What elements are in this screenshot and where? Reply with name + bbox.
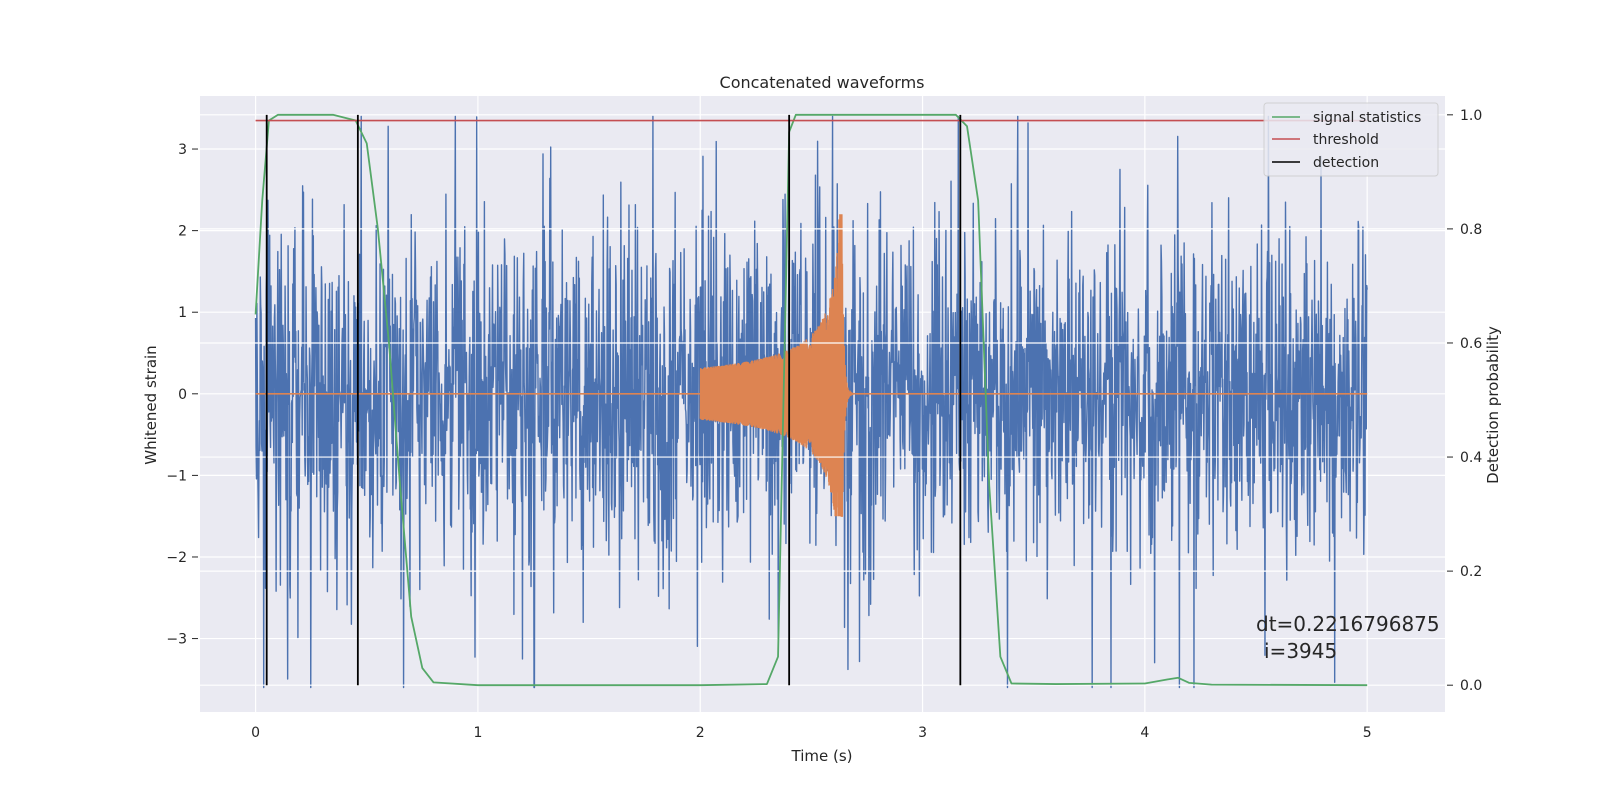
legend: signal statistics threshold detection [1263, 102, 1439, 177]
x-tick-label: 2 [696, 725, 705, 741]
chart-title: Concatenated waveforms [720, 73, 925, 92]
x-tick-label: 4 [1140, 725, 1149, 741]
y-tick-label: −1 [166, 468, 187, 484]
y-axis-label: Whitened strain [142, 345, 160, 464]
y-tick-label: 2 [178, 224, 187, 240]
legend-label-threshold: threshold [1313, 132, 1379, 148]
waveform-chirp [699, 214, 857, 517]
x-tick-label: 3 [918, 725, 927, 741]
y2-tick-label: 0.0 [1460, 678, 1482, 694]
y2-tick-label: 0.4 [1460, 450, 1482, 466]
x-tick-label: 1 [473, 725, 482, 741]
x-ticks: 0 1 2 3 4 5 [251, 725, 1372, 741]
signal-statistics-series [254, 113, 1368, 687]
y2-axis-label: Detection probability [1484, 326, 1502, 484]
legend-label-signal-statistics: signal statistics [1313, 110, 1421, 126]
y-tick-label: 3 [178, 142, 187, 158]
y2-tick-label: 1.0 [1460, 108, 1482, 124]
annotation-dt: dt=0.2216796875 [1256, 612, 1440, 636]
y2-tick-label: 0.8 [1460, 222, 1482, 238]
grid-lines [200, 96, 1445, 712]
annotation-index: i=3945 [1264, 639, 1337, 663]
signal-statistics-line [254, 113, 1368, 687]
y2-ticks: 1.0 0.8 0.6 0.4 0.2 0.0 [1447, 108, 1482, 694]
y-tick-label: −2 [166, 550, 187, 566]
y-tick-label: 0 [178, 387, 187, 403]
y2-tick-label: 0.6 [1460, 336, 1482, 352]
y2-tick-label: 0.2 [1460, 564, 1482, 580]
x-tick-label: 5 [1363, 725, 1372, 741]
y-tick-label: 1 [178, 305, 187, 321]
waveform-series [255, 214, 1368, 517]
legend-label-detection: detection [1313, 155, 1379, 171]
x-tick-label: 0 [251, 725, 260, 741]
y-tick-label: −3 [166, 632, 187, 648]
detection-series [265, 114, 962, 686]
legend-box [1263, 102, 1439, 177]
x-axis-label: Time (s) [791, 747, 853, 765]
y-ticks: 3 2 1 0 −1 −2 −3 [166, 142, 198, 648]
